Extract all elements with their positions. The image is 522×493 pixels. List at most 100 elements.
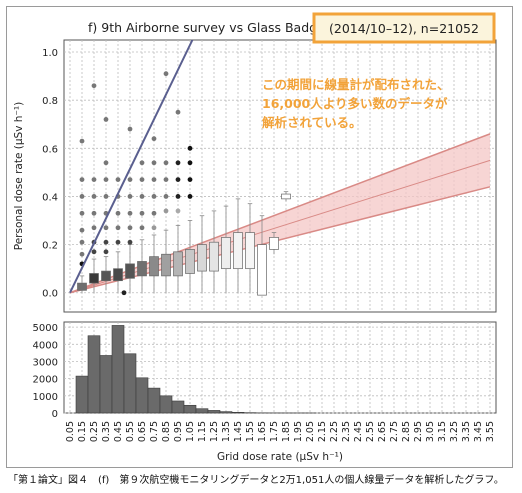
x-tick-label: 1.75 [269, 421, 280, 442]
box [173, 251, 183, 277]
outlier-point [91, 177, 97, 183]
y-tick-label: 0.0 [42, 289, 58, 300]
outlier-point [187, 145, 193, 151]
x-tick-label: 2.95 [413, 421, 424, 442]
box [221, 237, 231, 270]
x-tick-label: 1.05 [185, 421, 196, 442]
outlier-point [127, 194, 133, 199]
y-tick-label: 0.8 [42, 96, 58, 107]
chart-svg: 0.0 0.2 0.4 0.6 0.8 1.0 f) 9th Airborne survey… [13, 12, 497, 463]
outlier-point [115, 239, 121, 245]
outlier-point [103, 249, 109, 255]
histogram-bar [183, 404, 197, 414]
x-tick-label: 2.65 [377, 421, 388, 442]
x-tick-label: 0.05 [65, 421, 76, 442]
badge-text: (2014/10–12), n=21052 [329, 21, 479, 36]
histogram-bar [111, 325, 125, 414]
box [125, 263, 135, 279]
box [281, 193, 291, 200]
outlier-point [127, 126, 133, 132]
outlier-point [139, 225, 145, 231]
x-tick-label: 3.35 [461, 421, 472, 442]
histogram-bar [75, 375, 89, 414]
histogram-panel: 0 1000 2000 3000 4000 5000 0.05 0.15 0.25 0.35 0.4… [33, 321, 497, 463]
y-tick-label: 5000 [33, 323, 58, 334]
x-tick-label: 2.35 [341, 421, 352, 442]
x-tick-label: 1.85 [281, 421, 292, 442]
x-tick-label: 2.15 [317, 421, 328, 442]
outlier-point [91, 210, 97, 216]
histogram-bar [195, 408, 209, 414]
histogram-bar [87, 335, 101, 414]
box [149, 256, 159, 277]
outlier-point [79, 177, 85, 183]
box [257, 244, 267, 296]
y-tick-label: 4000 [33, 340, 58, 351]
outlier-point [151, 136, 157, 142]
x-tick-label: 3.25 [449, 421, 460, 442]
annotation-line: この期間に線量計が配布された、 [262, 77, 450, 92]
histogram-bar [231, 412, 245, 414]
x-tick-label: 2.05 [305, 421, 316, 442]
histogram-bar [219, 411, 233, 414]
box [197, 244, 207, 272]
box [101, 270, 111, 282]
histogram-bar [135, 377, 149, 414]
outlier-point [163, 208, 169, 214]
outlier-point [175, 177, 181, 183]
outlier-point [175, 194, 181, 199]
outlier-point [151, 177, 157, 183]
outlier-point [139, 210, 145, 216]
histogram-bar [99, 355, 113, 414]
outlier-point [139, 177, 145, 183]
outlier-point [103, 225, 109, 231]
y-tick-label: 0.2 [42, 241, 58, 252]
annotation-line: 解析されている。 [262, 115, 362, 130]
outlier-point [79, 239, 85, 245]
x-tick-label: 2.75 [389, 421, 400, 442]
x-tick-label: 0.75 [149, 421, 160, 442]
outlier-point [187, 160, 193, 166]
outlier-point [127, 239, 133, 245]
outlier-point [79, 138, 85, 144]
x-tick-label: 2.45 [353, 421, 364, 442]
histogram-bar [171, 400, 185, 414]
x-tick-label: 2.25 [329, 421, 340, 442]
box [245, 232, 255, 270]
outlier-point [187, 177, 193, 183]
x-tick-label: 3.05 [425, 421, 436, 442]
x-tick-label: 1.35 [221, 421, 232, 442]
x-tick-label: 3.55 [485, 421, 496, 442]
outlier-point [151, 225, 157, 231]
outlier-point [79, 194, 85, 199]
outlier-point [139, 194, 145, 199]
x-tick-label: 1.25 [209, 421, 220, 442]
outlier-point [151, 210, 157, 216]
y-tick-label: 1000 [33, 392, 58, 403]
outlier-point [91, 249, 97, 255]
x-tick-label: 0.15 [77, 421, 88, 442]
x-tick-label: 3.15 [437, 421, 448, 442]
y-tick-label: 3000 [33, 357, 58, 368]
outlier-point [151, 160, 157, 166]
y-tick-label: 0.6 [42, 144, 58, 155]
box [185, 249, 195, 274]
x-tick-label: 2.55 [365, 421, 376, 442]
histogram-bar [159, 395, 173, 414]
x-axis-label: Grid dose rate (μSv h⁻¹) [217, 451, 343, 463]
outlier-point [91, 225, 97, 231]
x-tick-label: 0.35 [101, 421, 112, 442]
y-axis-label: Personal dose rate (μSv h⁻¹) [13, 102, 25, 251]
outlier-point [79, 251, 85, 257]
y-tick-label: 2000 [33, 375, 58, 386]
box [137, 261, 147, 277]
outlier-point [187, 194, 193, 199]
outlier-point [103, 177, 109, 183]
figure-frame [6, 6, 513, 468]
box [113, 268, 123, 282]
outlier-point [151, 194, 157, 199]
x-tick-label: 1.45 [233, 421, 244, 442]
x-tick-label: 1.15 [197, 421, 208, 442]
x-tick-label: 2.85 [401, 421, 412, 442]
